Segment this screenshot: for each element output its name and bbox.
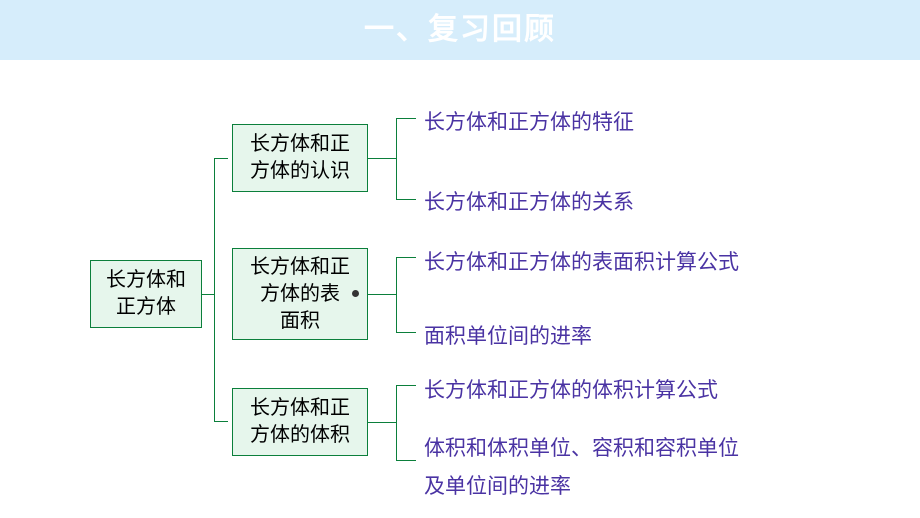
leaf-2: 长方体和正方体的表面积计算公式 <box>424 246 739 280</box>
root-bracket <box>214 158 228 422</box>
leaf-bracket-0 <box>396 118 416 200</box>
leaf-bracket-1 <box>396 257 416 333</box>
leaf-4: 长方体和正方体的体积计算公式 <box>424 374 718 408</box>
leaf-bracket-2 <box>396 385 416 461</box>
leaf-5: 体积和体积单位、容积和容积单位 <box>424 432 739 466</box>
leaf-6: 及单位间的进率 <box>424 470 571 504</box>
title-text: 一、复习回顾 <box>364 13 556 46</box>
mid-node-0: 长方体和正方体的认识 <box>232 124 368 192</box>
root-line <box>202 294 214 295</box>
title-banner: 一、复习回顾 <box>0 0 920 60</box>
mid-node-2: 长方体和正方体的体积 <box>232 388 368 456</box>
mid-line-2 <box>368 422 396 423</box>
concept-tree: 长方体和正方体 长方体和正方体的认识 长方体和正方体的表面积 长方体和正方体的体… <box>0 60 920 518</box>
center-dot <box>352 290 359 297</box>
mid-node-1: 长方体和正方体的表面积 <box>232 248 368 340</box>
leaf-3: 面积单位间的进率 <box>424 320 592 354</box>
root-node: 长方体和正方体 <box>90 260 202 328</box>
leaf-0: 长方体和正方体的特征 <box>424 106 634 140</box>
mid-line-1 <box>368 294 396 295</box>
leaf-1: 长方体和正方体的关系 <box>424 186 634 220</box>
mid-line-0 <box>368 158 396 159</box>
